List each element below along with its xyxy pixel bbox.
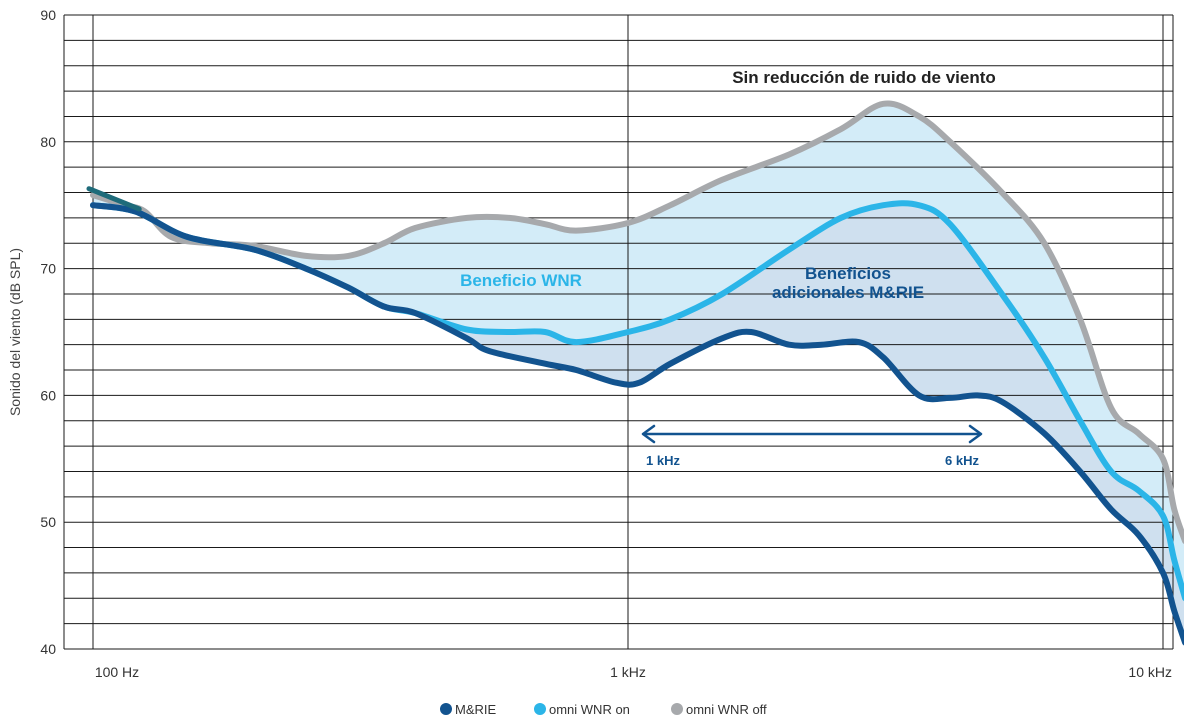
- range-label-start: 1 kHz: [646, 453, 680, 468]
- legend-label-wnr-off: omni WNR off: [686, 702, 767, 717]
- x-tick-labels: 100 Hz 1 kHz 10 kHz: [95, 664, 1172, 680]
- legend-swatch-wnr-on: [534, 703, 546, 715]
- range-arrow: [641, 424, 983, 444]
- annotation-no-wnr: Sin reducción de ruido de viento: [732, 68, 996, 87]
- legend: M&RIE omni WNR on omni WNR off: [440, 702, 767, 717]
- series-line-omni-wnr-off: [90, 100, 1184, 544]
- y-tick-label-70: 70: [40, 261, 56, 277]
- legend-swatch-mrie: [440, 703, 452, 715]
- legend-label-mrie: M&RIE: [455, 702, 497, 717]
- legend-swatch-wnr-off: [671, 703, 683, 715]
- legend-label-wnr-on: omni WNR on: [549, 702, 630, 717]
- range-label-end: 6 kHz: [945, 453, 979, 468]
- annotation-mrie-benefit-line2: adicionales M&RIE: [772, 283, 924, 302]
- x-tick-label-1000: 1 kHz: [610, 664, 646, 680]
- series-start-segment: [86, 186, 142, 212]
- y-tick-label-50: 50: [40, 514, 56, 530]
- range-arrow-head-right: [968, 424, 983, 444]
- range-arrow-head-left: [641, 424, 656, 444]
- benefit-areas: [93, 103, 1184, 640]
- y-tick-label-60: 60: [40, 387, 56, 403]
- y-axis-title: Sonido del viento (dB SPL): [7, 248, 23, 416]
- series-line-m-rie: [90, 202, 1184, 646]
- y-tick-label-90: 90: [40, 7, 56, 23]
- annotation-mrie-benefit-line1: Beneficios: [805, 264, 891, 283]
- annotation-wnr-benefit: Beneficio WNR: [460, 271, 582, 290]
- x-tick-label-10000: 10 kHz: [1128, 664, 1172, 680]
- y-tick-label-40: 40: [40, 641, 56, 657]
- y-tick-label-80: 80: [40, 134, 56, 150]
- y-tick-labels: 40 50 60 70 80 90: [40, 7, 56, 657]
- x-tick-label-100: 100 Hz: [95, 664, 139, 680]
- series-lines: [86, 100, 1184, 646]
- mrie-benefit-area: [93, 203, 1184, 640]
